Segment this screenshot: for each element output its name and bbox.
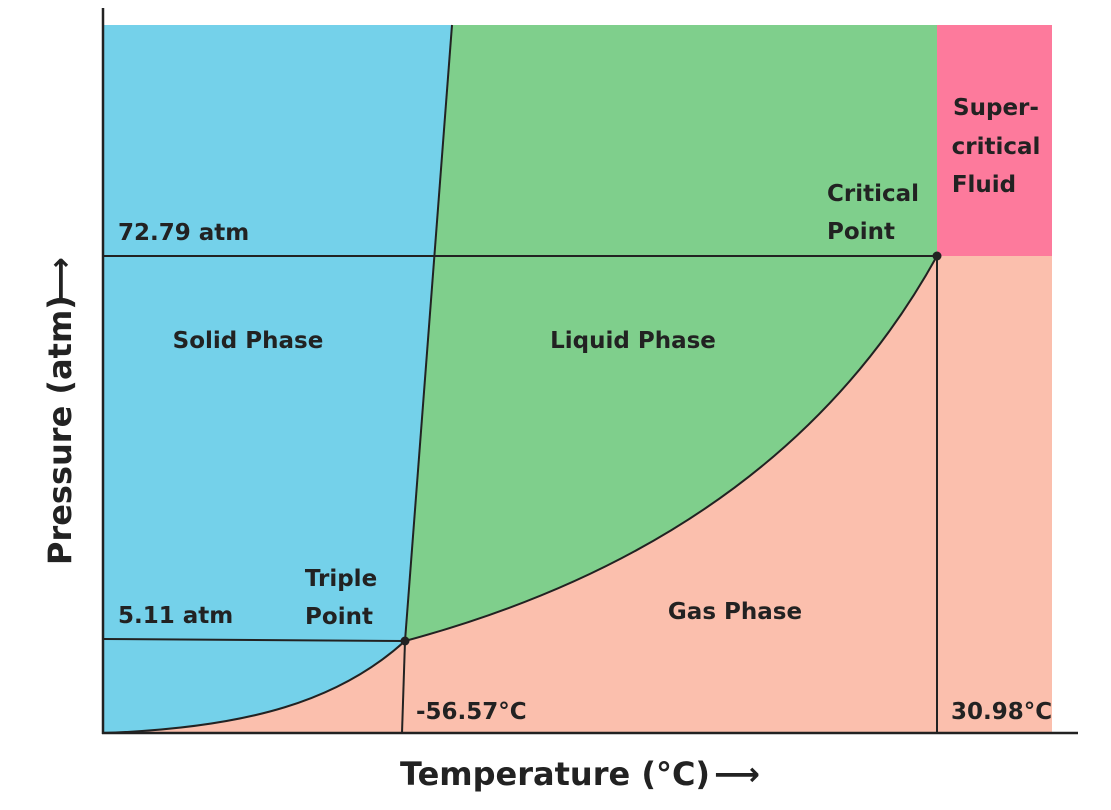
melting-line xyxy=(404,24,453,642)
supercritical-label-line-1: Super- xyxy=(953,95,1039,121)
sublimation-curve xyxy=(102,640,406,734)
axes xyxy=(101,8,1078,735)
triple-point-marker xyxy=(400,636,410,646)
supercritical-label-line-3: Fluid xyxy=(952,172,1016,198)
y-axis-arrow: ⟶ xyxy=(41,257,79,303)
critical-point-label-line-2: Point xyxy=(827,219,895,245)
x-axis-arrow: ⟶ xyxy=(714,755,760,793)
gas-region xyxy=(103,256,1052,733)
gas-phase-label: Gas Phase xyxy=(668,599,802,625)
critical-point-marker xyxy=(932,251,942,261)
vaporization-curve xyxy=(404,255,938,642)
liquid-phase-label: Liquid Phase xyxy=(550,328,716,354)
solid-phase-label: Solid Phase xyxy=(173,328,324,354)
triple-pressure-line xyxy=(102,638,406,642)
supercritical-label-line-2: critical xyxy=(952,134,1041,160)
critical-temperature-value: 30.98°C xyxy=(951,699,1052,725)
triple-pressure-value: 5.11 atm xyxy=(118,603,233,629)
triple-temperature-line xyxy=(401,640,406,734)
x-axis-title-group: Temperature (°C) ⟶ xyxy=(400,755,760,793)
triple-point-label-line-1: Triple xyxy=(305,566,377,592)
critical-pressure-value: 72.79 atm xyxy=(118,220,249,246)
solid-region xyxy=(103,25,452,733)
triple-point-label-line-2: Point xyxy=(305,604,373,630)
y-axis-title-group: Pressure (atm) ⟶ xyxy=(41,257,79,565)
boundary-lines xyxy=(102,24,938,734)
region-fills xyxy=(103,25,1052,733)
y-axis-title: Pressure (atm) xyxy=(41,295,79,565)
x-axis-title: Temperature (°C) xyxy=(400,755,710,793)
supercritical-region xyxy=(937,25,1052,256)
liquid-region xyxy=(405,25,937,641)
triple-temperature-value: -56.57°C xyxy=(416,699,527,725)
critical-point-label-line-1: Critical xyxy=(827,181,919,207)
